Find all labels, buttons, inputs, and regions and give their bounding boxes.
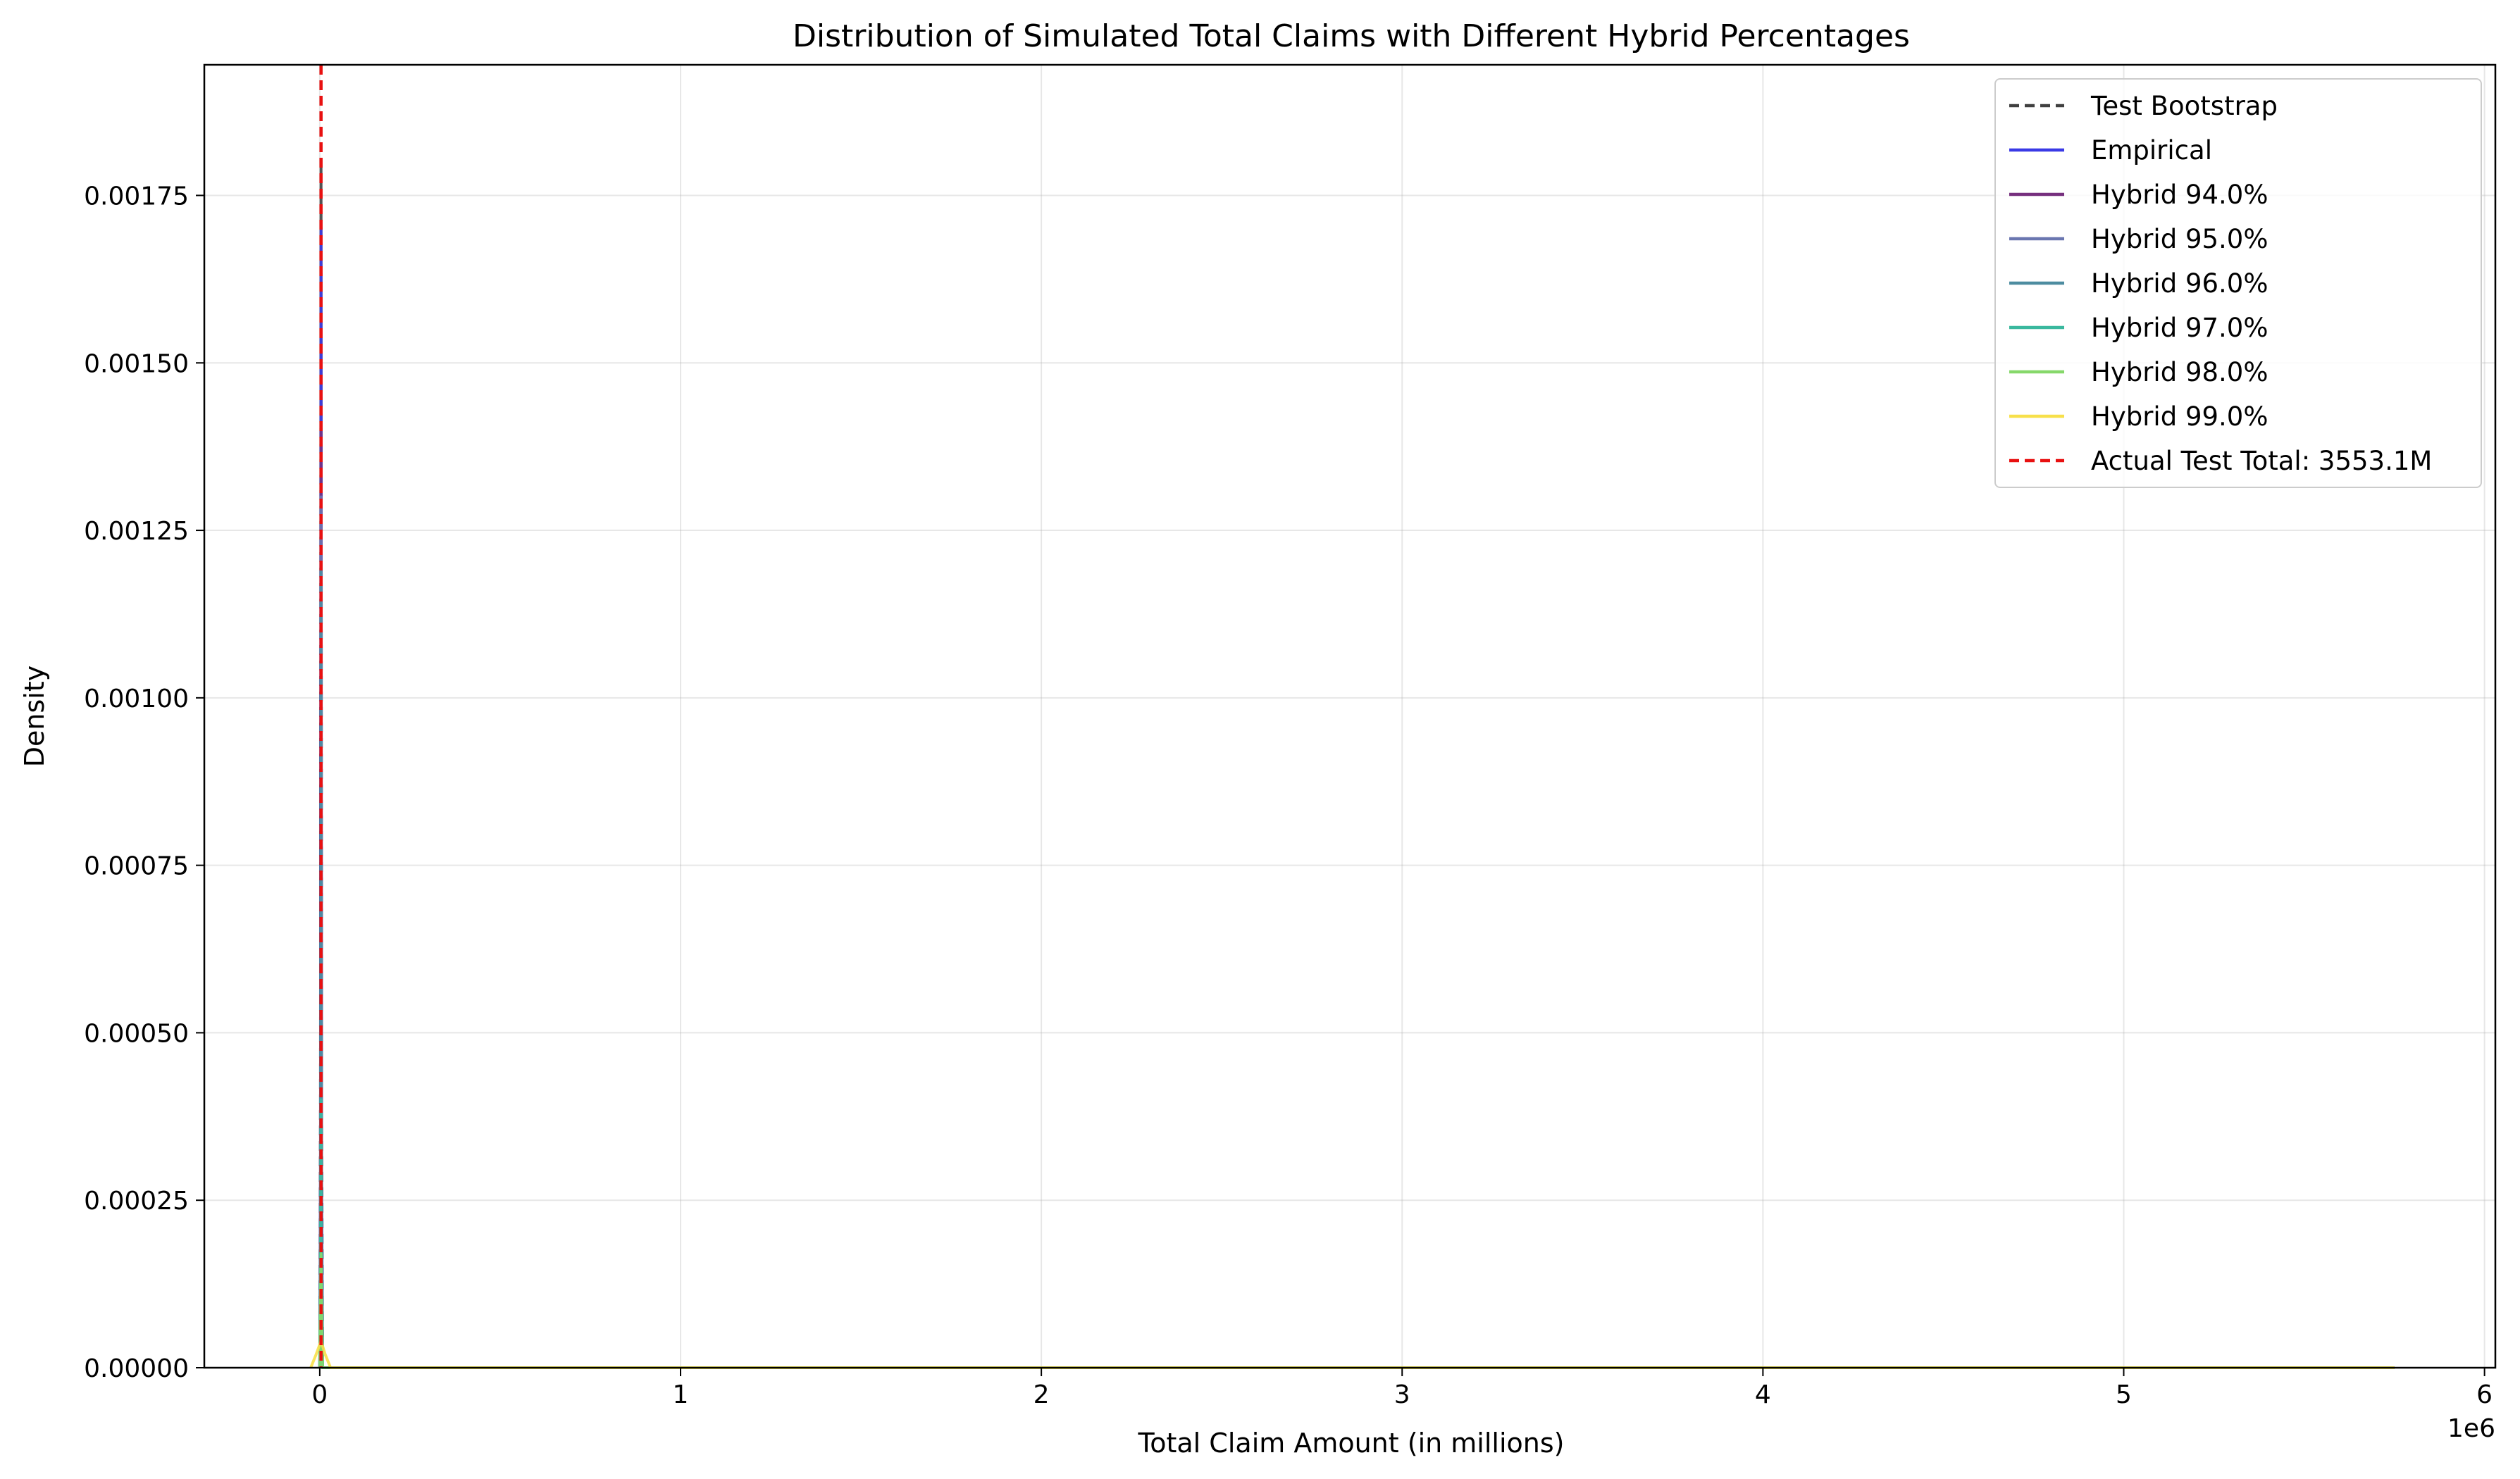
x-tick-label: 1	[673, 1380, 689, 1409]
legend-entry: Hybrid 95.0%	[2009, 224, 2268, 254]
legend-label: Hybrid 96.0%	[2091, 268, 2268, 299]
legend-label: Hybrid 98.0%	[2091, 357, 2268, 387]
legend-label: Hybrid 99.0%	[2091, 401, 2268, 432]
legend-entry: Hybrid 94.0%	[2009, 180, 2268, 210]
legend-entry: Actual Test Total: 3553.1M	[2009, 446, 2432, 476]
legend-entry: Empirical	[2009, 135, 2212, 166]
legend: Test Bootstrap Empirical Hybrid 94.0% Hybri…	[1994, 78, 2482, 488]
legend-label: Hybrid 94.0%	[2091, 180, 2268, 210]
legend-label: Hybrid 95.0%	[2091, 224, 2268, 254]
legend-label: Actual Test Total: 3553.1M	[2091, 446, 2432, 476]
legend-box	[1994, 78, 2482, 488]
legend-entry: Hybrid 97.0%	[2009, 313, 2268, 343]
legend-entry: Test Bootstrap	[2009, 91, 2278, 121]
y-tick-label: 0.00100	[84, 685, 189, 713]
legend-label: Empirical	[2091, 135, 2212, 166]
x-tick-label: 4	[1755, 1380, 1771, 1409]
y-axis-label: Density	[19, 666, 50, 767]
legend-entry: Hybrid 98.0%	[2009, 357, 2268, 387]
x-tick-label: 2	[1034, 1380, 1050, 1409]
legend-label: Test Bootstrap	[2090, 91, 2278, 121]
legend-items: Test Bootstrap Empirical Hybrid 94.0% Hybri…	[2009, 91, 2432, 476]
y-tick-label: 0.00150	[84, 349, 189, 378]
y-tick-label: 0.00000	[84, 1354, 189, 1383]
x-axis-offset-label: 1e6	[2447, 1414, 2495, 1443]
chart-title: Distribution of Simulated Total Claims w…	[793, 18, 1910, 54]
y-tick-label: 0.00175	[84, 182, 189, 211]
y-tick-label: 0.00125	[84, 517, 189, 546]
x-axis-label: Total Claim Amount (in millions)	[1137, 1428, 1564, 1459]
y-axis: 0.00000 0.00025 0.00050 0.00075 0.00100 0.001…	[84, 182, 204, 1383]
x-tick-label: 5	[2116, 1380, 2132, 1409]
x-tick-label: 0	[311, 1380, 328, 1409]
y-tick-label: 0.00075	[84, 852, 189, 881]
legend-entry: Hybrid 96.0%	[2009, 268, 2268, 299]
legend-entry: Hybrid 99.0%	[2009, 401, 2268, 432]
x-axis: 0 1 2 3 4 5 6	[311, 1368, 2493, 1409]
plot-area-frame	[203, 63, 2497, 1369]
y-tick-label: 0.00050	[84, 1019, 189, 1048]
y-tick-label: 0.00025	[84, 1187, 189, 1216]
legend-label: Hybrid 97.0%	[2091, 313, 2268, 343]
x-tick-label: 6	[2476, 1380, 2493, 1409]
x-tick-label: 3	[1394, 1380, 1410, 1409]
